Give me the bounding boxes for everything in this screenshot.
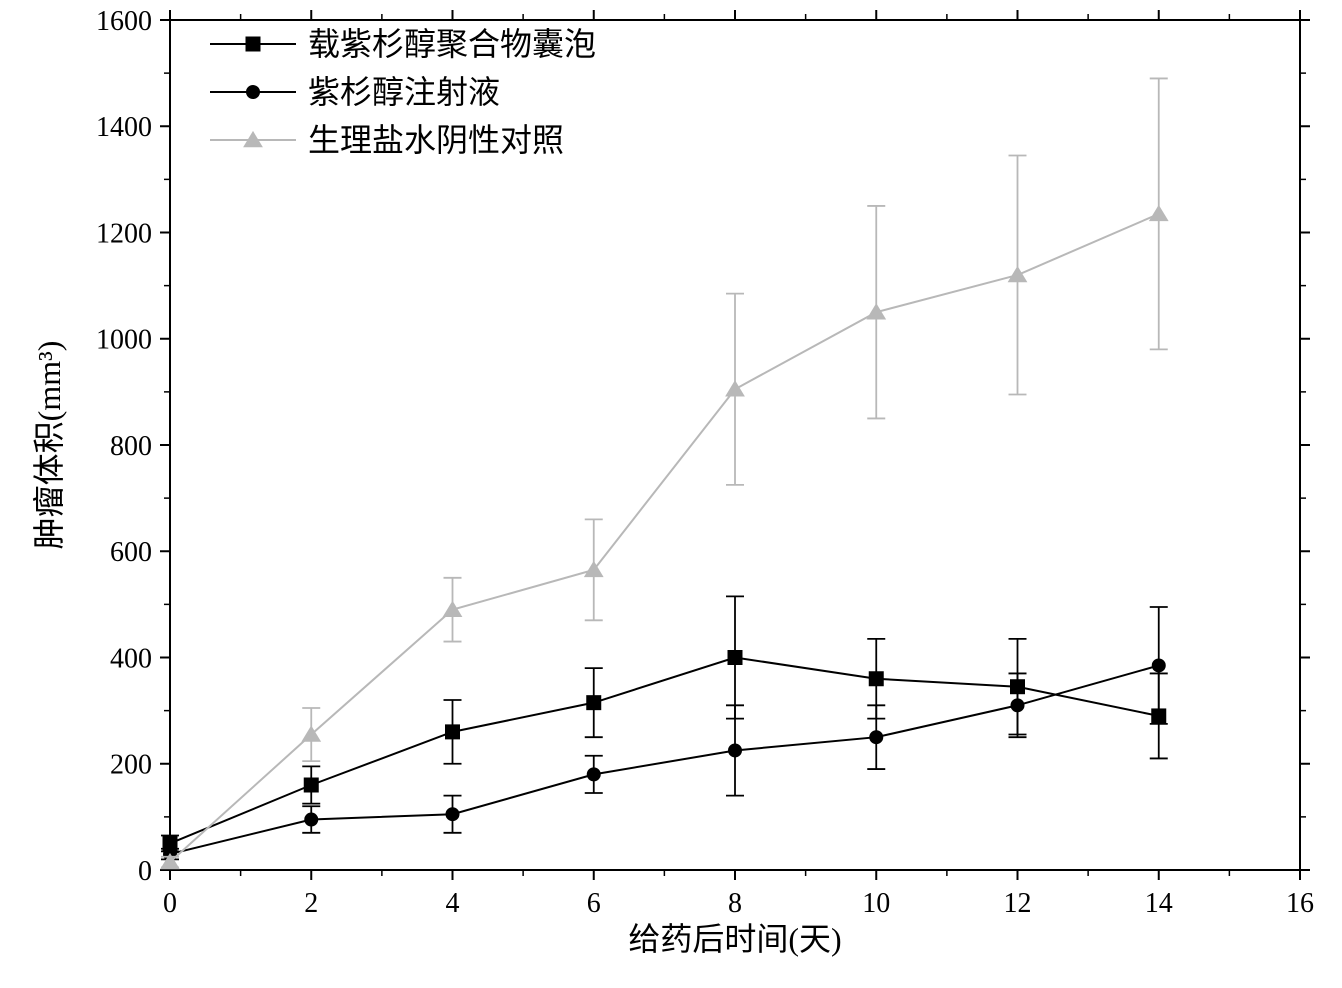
x-tick-label: 14	[1145, 888, 1173, 919]
y-tick-label: 800	[110, 431, 152, 462]
y-tick-label: 1400	[96, 112, 152, 143]
marker-square	[869, 672, 883, 686]
y-tick-label: 1200	[96, 218, 152, 249]
y-tick-label: 200	[110, 750, 152, 781]
legend-label: 生理盐水阴性对照	[308, 122, 564, 158]
marker-circle	[1152, 659, 1165, 672]
marker-square	[587, 696, 601, 710]
x-tick-label: 4	[446, 888, 460, 919]
marker-circle	[870, 731, 883, 744]
marker-circle	[1011, 699, 1024, 712]
x-tick-label: 6	[587, 888, 601, 919]
marker-square	[728, 651, 742, 665]
marker-square	[446, 725, 460, 739]
marker-square	[246, 37, 260, 51]
x-tick-label: 16	[1286, 888, 1314, 919]
legend-label: 紫杉醇注射液	[308, 74, 500, 110]
y-tick-label: 0	[138, 856, 152, 887]
y-axis-label: 肿瘤体积(mm³)	[31, 341, 67, 550]
chart-svg: 0 2 4 6 8 10 12 14 16 0 200 400 600 800 1000 1200 1400 16…	[0, 0, 1342, 988]
chart-bg	[0, 0, 1342, 988]
marker-circle	[446, 808, 459, 821]
marker-circle	[587, 768, 600, 781]
marker-circle	[305, 813, 318, 826]
y-tick-label: 400	[110, 643, 152, 674]
marker-circle	[247, 86, 260, 99]
tumor-volume-chart: 0 2 4 6 8 10 12 14 16 0 200 400 600 800 1000 1200 1400 16…	[0, 0, 1342, 988]
y-tick-label: 600	[110, 537, 152, 568]
x-axis-label: 给药后时间(天)	[628, 921, 841, 957]
x-tick-label: 8	[728, 888, 742, 919]
y-tick-label: 1000	[96, 325, 152, 356]
x-tick-label: 12	[1004, 888, 1032, 919]
x-tick-label: 0	[163, 888, 177, 919]
y-tick-label: 1600	[96, 6, 152, 37]
x-tick-label: 2	[304, 888, 318, 919]
marker-circle	[729, 744, 742, 757]
legend-label: 载紫杉醇聚合物囊泡	[308, 26, 596, 62]
marker-square	[304, 778, 318, 792]
x-tick-label: 10	[862, 888, 890, 919]
